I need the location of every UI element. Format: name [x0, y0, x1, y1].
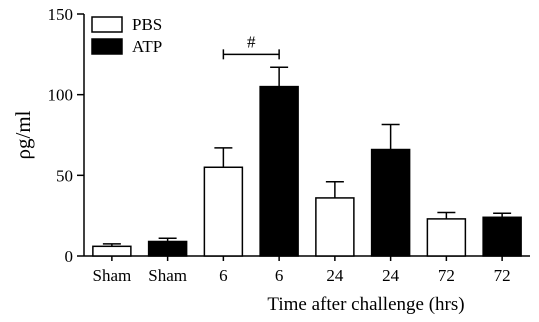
legend-swatch-atp	[91, 38, 123, 55]
y-axis-label: ρg/ml	[11, 110, 35, 159]
significance-annotation: #	[222, 32, 280, 60]
y-tick-label: 0	[65, 247, 74, 266]
legend: PBS ATP	[91, 15, 162, 56]
bar-pbs-6	[203, 166, 244, 257]
x-tick-label: 72	[438, 266, 455, 285]
x-tick-label: 6	[275, 266, 284, 285]
legend-swatch-pbs	[91, 16, 123, 33]
x-tick-label: 6	[219, 266, 228, 285]
bar-pbs-sham	[92, 245, 132, 257]
x-tick-label: Sham	[148, 266, 187, 285]
x-tick-label: 24	[326, 266, 344, 285]
y-tick-label: 50	[56, 166, 73, 185]
bar-pbs-24	[315, 197, 355, 257]
x-axis-label: Time after challenge (hrs)	[267, 294, 464, 315]
legend-label-atp: ATP	[132, 37, 162, 56]
legend-label-pbs: PBS	[132, 15, 162, 34]
bar-pbs-72	[426, 218, 467, 257]
x-tick-label: 72	[494, 266, 511, 285]
bar-atp-sham	[147, 240, 188, 257]
bars	[92, 85, 522, 257]
bar-atp-6	[259, 85, 299, 257]
bar-atp-72	[482, 216, 522, 257]
x-tick-label: 24	[382, 266, 400, 285]
error-bars	[102, 66, 512, 247]
axes: 0 50 100 150 Sham Sham 6 6 24 24 72 72	[48, 5, 530, 285]
x-tick-label: Sham	[93, 266, 132, 285]
significance-marker: #	[247, 32, 256, 51]
y-tick-label: 150	[48, 5, 74, 24]
bar-atp-24	[370, 148, 411, 257]
y-tick-label: 100	[48, 86, 74, 105]
